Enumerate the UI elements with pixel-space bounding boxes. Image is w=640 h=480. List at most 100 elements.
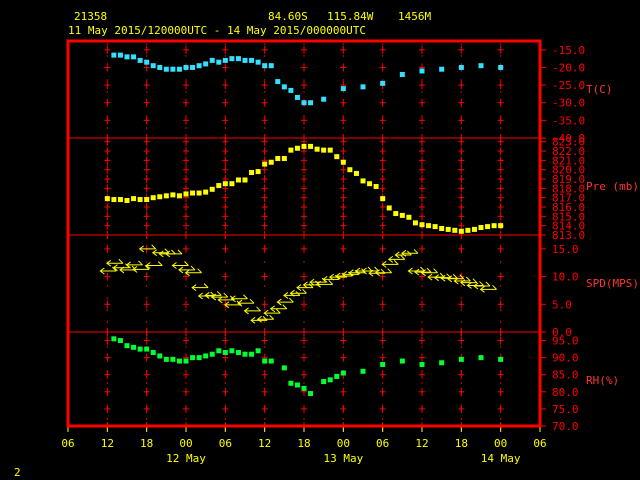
data-point — [439, 66, 445, 72]
y-tick-label: -25.0 — [552, 79, 585, 92]
data-point — [111, 197, 117, 203]
barb-head — [361, 267, 367, 275]
wind-barb — [237, 298, 255, 307]
data-point — [124, 197, 130, 203]
barb-head — [250, 316, 256, 324]
y-tick-label: 813.0 — [552, 229, 585, 242]
y-tick-label: 70.0 — [552, 420, 579, 433]
data-point — [268, 63, 274, 69]
barb-head — [289, 289, 295, 297]
data-point — [249, 57, 255, 63]
barb-head — [348, 269, 354, 277]
x-tick-label: 06 — [219, 437, 232, 450]
barb-head — [440, 274, 446, 282]
data-point — [209, 57, 215, 63]
data-point — [196, 190, 202, 196]
data-point — [242, 177, 248, 183]
data-point — [242, 351, 248, 357]
data-point — [229, 181, 235, 187]
data-point — [308, 100, 314, 106]
barb-head — [217, 296, 223, 304]
data-point — [498, 223, 504, 229]
barb-head — [387, 255, 394, 263]
wind-barb — [165, 249, 183, 258]
data-point — [235, 177, 241, 183]
data-point — [216, 59, 222, 65]
data-point — [150, 195, 156, 201]
barb-head — [473, 282, 479, 290]
data-point — [117, 52, 123, 58]
x-date-label: 14 May — [481, 452, 521, 465]
y-tick-label: 822.0 — [552, 145, 585, 158]
data-point — [170, 66, 176, 72]
x-tick-label: 00 — [494, 437, 507, 450]
barb-feather — [452, 273, 458, 279]
barb-head — [479, 285, 485, 293]
data-point — [111, 336, 117, 342]
data-point — [255, 59, 261, 65]
data-point — [458, 228, 464, 234]
data-point — [498, 64, 504, 70]
data-point — [439, 360, 445, 366]
barb-feather — [184, 261, 189, 266]
station-id: 21358 — [74, 10, 107, 23]
y-tick-label: 815.0 — [552, 210, 585, 223]
wind-speed-label: SPD(MPS) — [586, 277, 639, 290]
data-point — [144, 59, 150, 65]
data-point — [360, 368, 366, 374]
data-point — [327, 147, 333, 153]
barb-feather — [393, 260, 399, 265]
data-point — [157, 64, 163, 70]
barb-head — [414, 268, 420, 276]
data-point — [163, 193, 169, 199]
data-point — [452, 227, 458, 233]
barb-head — [210, 293, 217, 301]
barb-head — [302, 281, 308, 289]
data-point — [216, 183, 222, 189]
barb-feather — [374, 266, 379, 272]
barb-feather — [269, 314, 275, 320]
data-point — [288, 147, 294, 153]
barb-head — [446, 275, 453, 283]
data-point — [222, 350, 228, 356]
data-point — [321, 96, 327, 102]
barb-feather — [275, 308, 281, 314]
wind-barb — [243, 306, 261, 315]
y-tick-label: 15.0 — [552, 243, 579, 256]
humidity-label: RH(%) — [586, 374, 619, 387]
data-point — [380, 196, 386, 202]
y-tick-label: 0.0 — [552, 326, 572, 339]
x-tick-label: 06 — [61, 437, 74, 450]
wind-barb — [296, 283, 314, 292]
data-point — [458, 356, 464, 362]
data-point — [268, 358, 274, 364]
y-tick-label: 814.0 — [552, 220, 585, 233]
y-tick-label: 10.0 — [552, 271, 579, 284]
data-point — [380, 361, 386, 367]
y-tick-label: 820.0 — [552, 164, 585, 177]
barb-feather — [223, 292, 229, 298]
data-point — [465, 227, 471, 233]
x-tick-label: 12 — [258, 437, 271, 450]
data-point — [170, 356, 176, 362]
data-point — [222, 57, 228, 63]
barb-feather — [367, 266, 373, 272]
x-date-label: 13 May — [323, 452, 363, 465]
barb-feather — [426, 267, 432, 273]
barb-feather — [328, 279, 334, 285]
barb-head — [230, 295, 236, 303]
data-point — [262, 63, 268, 69]
barb-head — [119, 266, 125, 274]
wind-barb — [401, 248, 419, 257]
barb-head — [466, 282, 472, 289]
time-range: 11 May 2015/120000UTC - 14 May 2015/0000… — [68, 24, 366, 37]
barb-head — [158, 250, 164, 258]
data-point — [150, 350, 156, 356]
wind-barb — [178, 265, 196, 274]
data-point — [340, 86, 346, 92]
data-point — [327, 377, 333, 383]
station-longitude: 115.84W — [327, 10, 374, 23]
data-point — [111, 52, 117, 58]
